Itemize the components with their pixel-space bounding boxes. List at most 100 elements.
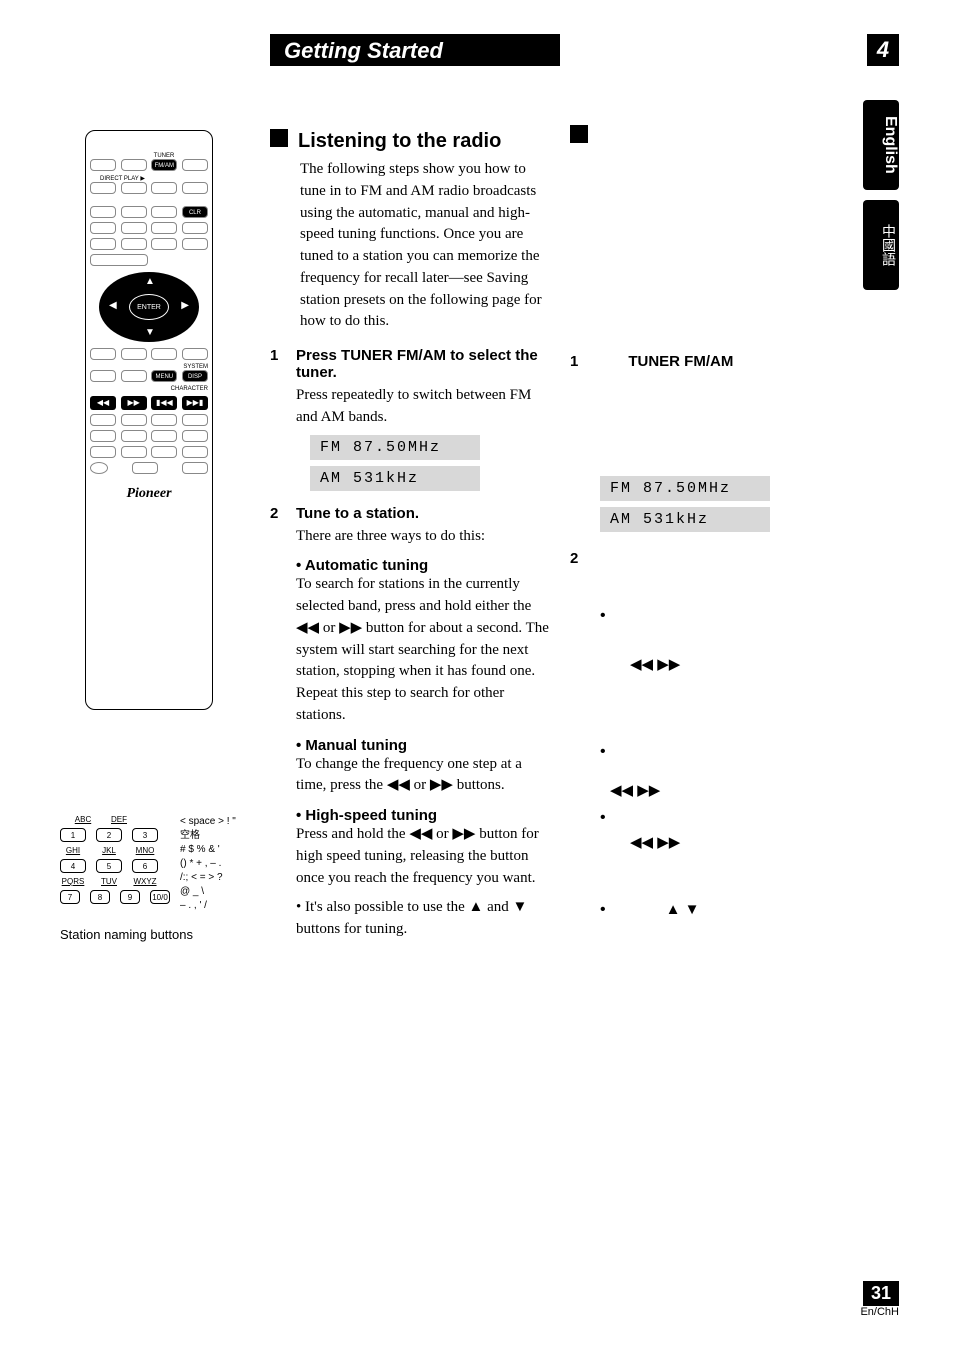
rewind-icon: ◀◀ [90,396,116,410]
tuner-fmam-label: TUNER FM/AM [628,353,733,370]
character-label: CHARACTER [90,386,208,392]
remote-button [90,414,116,426]
step-number: 2 [570,550,830,567]
remote-button [121,238,147,250]
remote-button [121,222,147,234]
display-readout-fm: FM 87.50MHz [310,435,480,460]
remote-button [182,238,208,250]
symbol-line: /:; < = > ? [180,871,236,885]
page-number: 31 [863,1281,899,1306]
key-3: 3 [132,828,158,842]
section-marker-icon [270,129,288,147]
menu-button: MENU [151,370,177,382]
language-tab-english: English [863,100,899,190]
key-label: DEF [106,815,132,824]
symbol-line: @ _ \ [180,885,236,899]
step-number: 1 [570,353,578,370]
remote-diagram: TUNER FM/AM DIRECT PLAY ▶ CLR ENTER ▲ [85,130,213,710]
remote-button [121,414,147,426]
remote-button [182,414,208,426]
key-5: 5 [96,859,122,873]
direct-play-label: DIRECT PLAY ▶ [100,175,208,182]
step-body: There are three ways to do this: [296,526,550,548]
manual-tuning-title: • Manual tuning [296,737,550,754]
remote-button [90,348,116,360]
remote-button [151,206,177,218]
remote-button [151,182,177,194]
brand-logo: Pioneer [90,486,208,502]
step-title: Press TUNER FM/AM to select the tuner. [296,347,550,381]
key-8: 8 [90,890,110,904]
key-6: 6 [132,859,158,873]
remote-button [90,182,116,194]
remote-button [121,370,147,382]
symbol-line: – . , ' / [180,899,236,913]
chapter-number: 4 [867,34,899,66]
key-1: 1 [60,828,86,842]
fm-am-button: FM/AM [151,159,177,171]
step-number: 1 [270,347,284,491]
remote-button [90,222,116,234]
remote-button [90,159,116,171]
intro-text: The following steps show you how to tune… [300,159,550,333]
rew-ff-icons: ◀◀ ▶▶ [630,833,830,851]
rew-ff-icons: ◀◀ ▶▶ [610,781,830,799]
remote-button [182,222,208,234]
remote-button [121,446,147,458]
forward-icon: ▶▶ [121,396,147,410]
remote-button [121,206,147,218]
next-icon: ▶▶▮ [182,396,208,410]
key-2: 2 [96,828,122,842]
clr-button: CLR [182,206,208,218]
language-tab-chinese: 中國語 [863,200,899,290]
key-label: JKL [96,846,122,855]
page-footer-label: En/ChH [860,1306,899,1318]
remote-button [182,462,208,474]
symbol-line: # $ % & ' [180,843,236,857]
section-marker-icon [570,125,588,143]
remote-button [132,462,158,474]
remote-button [90,206,116,218]
step-title: Tune to a station. [296,505,550,522]
symbol-line: () * + , – . [180,857,236,871]
highspeed-tuning-body: Press and hold the ◀◀ or ▶▶ button for h… [296,824,550,889]
key-label: WXYZ [132,877,158,886]
remote-button [90,370,116,382]
bullet: • [600,901,606,919]
key-label: TUV [96,877,122,886]
bullet: • [600,607,830,625]
key-4: 4 [60,859,86,873]
keypad-caption: Station naming buttons [60,927,250,942]
right-column: 1 TUNER FM/AM FM 87.50MHz AM 531kHz 2 • … [570,125,830,919]
transport-row: ◀◀ ▶▶ ▮◀◀ ▶▶▮ [90,396,208,410]
remote-button [182,430,208,442]
bullet: • [600,809,830,827]
remote-button [90,462,108,474]
key-label: MNO [132,846,158,855]
remote-button [182,182,208,194]
auto-tuning-body: To search for stations in the currently … [296,574,550,618]
symbol-line: < space > ! " [180,815,236,829]
header-bar: Getting Started 4 [270,34,899,66]
remote-button [121,159,147,171]
remote-button [182,348,208,360]
remote-button [151,414,177,426]
remote-button [90,254,148,266]
remote-button [182,159,208,171]
remote-button [121,182,147,194]
key-9: 9 [120,890,140,904]
key-label: GHI [60,846,86,855]
remote-button [121,430,147,442]
auto-tuning-title: • Automatic tuning [296,557,550,574]
disp-button: DISP [182,370,208,382]
key-label: ABC [70,815,96,824]
header-title: Getting Started [270,34,560,66]
key-label: PQRS [60,877,86,886]
remote-button [151,446,177,458]
remote-button [90,446,116,458]
direction-pad: ENTER ▲ ▼ ◀ ▶ [99,272,199,342]
key-7: 7 [60,890,80,904]
section-title: Listening to the radio [298,130,501,153]
prev-icon: ▮◀◀ [151,396,177,410]
symbol-column: < space > ! " 空格 # $ % & ' () * + , – . … [180,815,236,913]
